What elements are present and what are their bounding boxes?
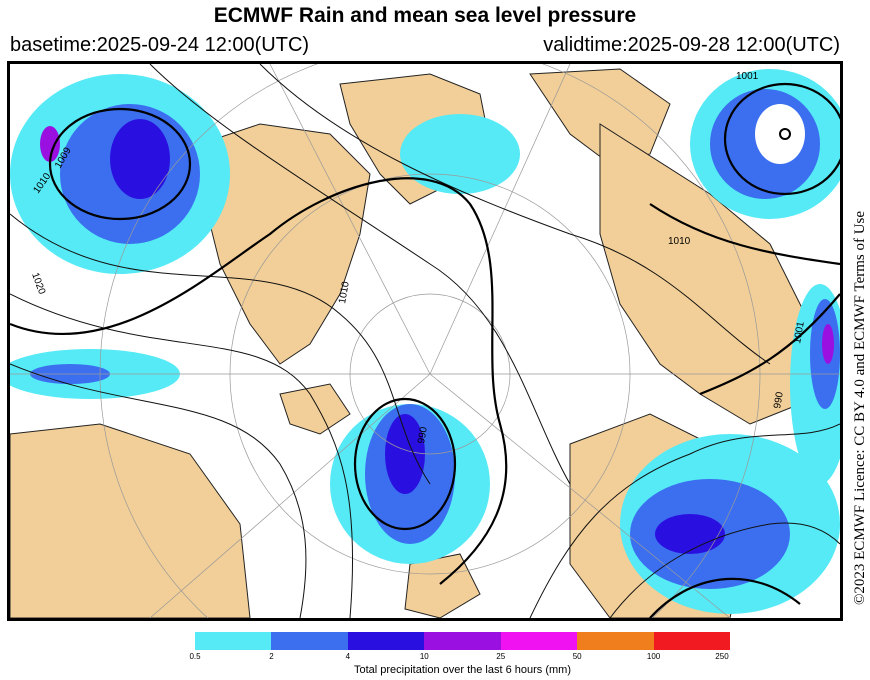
low-nw [48,107,192,221]
isobar-label: 1001 [792,320,807,344]
isobar-label: 1001 [736,71,759,82]
precip-se-core [655,514,725,554]
siberia-land [599,123,811,425]
colorbar-tick: 50 [572,652,582,661]
graticule [10,64,840,618]
low-center [353,397,457,531]
licence-text: ©2023 ECMWF Licence: CC BY 4.0 and ECMWF… [848,80,870,610]
colorbar-tick: 10 [419,652,429,661]
isobars-bold [10,82,840,618]
colorbar-segment [500,632,578,650]
colorbar-tick: 2 [269,652,274,661]
iceland-land [279,383,351,435]
colorbar-ticks: 0.5 2 4 10 25 50 100 250 [189,652,730,664]
low-ne [723,82,840,196]
isobar-label: 1010 [337,280,352,304]
isobar-label: 1020 [29,271,47,296]
weather-map[interactable]: 1009 1010 1020 1010 1001 1010 1001 990 9… [7,61,843,621]
precip-nw-magenta [40,126,60,162]
precipitation-colorbar [195,632,730,650]
svalbard-region [529,68,671,165]
licence-text-label: ©2023 ECMWF Licence: CC BY 4.0 and ECMWF… [852,211,868,605]
colorbar-segment [424,632,501,650]
validtime-label: validtime:2025-09-28 12:00(UTC) [543,34,840,56]
colorbar-segment [347,632,425,650]
colorbar-tick: 250 [715,652,729,661]
colorbar-segment [271,632,348,650]
precip-e-magenta [822,324,834,364]
precip-arctic-cyan [400,114,520,194]
colorbar-segment [653,632,730,650]
colorbar-tick: 25 [496,652,506,661]
low-center-marker [779,128,791,140]
isobars [10,64,840,618]
precip-center-core [385,414,425,494]
uk-land [404,553,481,618]
chart-title: ECMWF Rain and mean sea level pressure [213,4,637,27]
colorbar-tick: 0.5 [189,652,201,661]
colorbar-tick: 4 [345,652,351,661]
colorbar-segment [577,632,654,650]
colorbar-tick: 100 [646,652,661,661]
canada-land [10,423,251,618]
isobar-label: 990 [416,426,430,445]
colorbar-label: Total precipitation over the last 6 hour… [353,664,572,676]
colorbar-segment [195,632,272,650]
basetime-label: basetime:2025-09-24 12:00(UTC) [10,34,310,56]
map-canvas: 1009 1010 1020 1010 1001 1010 1001 990 9… [10,64,840,618]
precip-nw-core [110,119,170,199]
isobar-label: 1010 [668,236,691,247]
isobar-label: 990 [772,391,786,410]
